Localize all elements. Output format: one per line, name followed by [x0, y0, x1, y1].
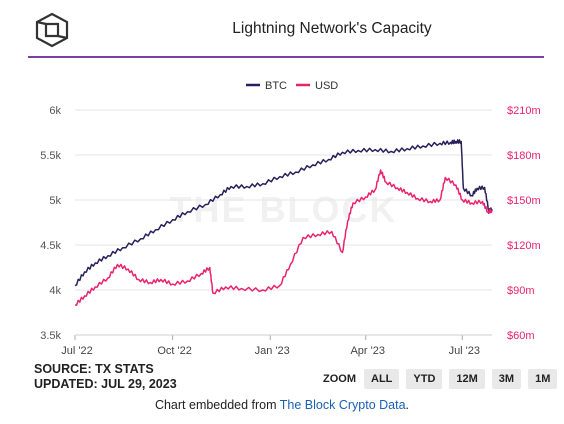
embed-text: Chart embedded from [154, 398, 277, 412]
chart-header: Lightning Network's Capacity [0, 0, 564, 58]
zoom-12m-button[interactable]: 12M [449, 369, 485, 389]
right-axis-tick-label: $180m [507, 150, 541, 162]
embed-end: . [405, 398, 410, 412]
source-note: SOURCE: TX STATS UPDATED: JUL 29, 2023 [34, 362, 177, 392]
the-block-data-link[interactable]: The Block Crypto Data [279, 398, 406, 412]
embed-note: Chart embedded from The Block Crypto Dat… [0, 398, 564, 412]
left-axis-tick-label: 4k [49, 285, 61, 297]
legend-label-btc: BTC [265, 80, 287, 92]
legend-label-usd: USD [315, 80, 338, 92]
right-axis-tick-label: $60m [507, 330, 535, 342]
zoom-all-button[interactable]: ALL [364, 369, 400, 389]
right-axis-tick-label: $90m [507, 285, 535, 297]
x-axis-tick-label: Oct '22 [157, 345, 192, 357]
left-axis-tick-label: 5k [49, 195, 61, 207]
left-axis-tick-label: 6k [49, 105, 61, 117]
x-axis-tick-label: Jul '23 [449, 345, 480, 357]
x-axis-tick-label: Apr '23 [350, 345, 385, 357]
zoom-ytd-button[interactable]: YTD [406, 369, 443, 389]
left-axis-tick-label: 4.5k [40, 240, 61, 252]
series-line-btc [74, 139, 493, 287]
header-divider [28, 56, 544, 58]
series-line-usd [74, 169, 493, 306]
right-axis-tick-label: $150m [507, 195, 541, 207]
chart-canvas: THE BLOCK 3.5k 4k 4.5k 5k 5.5k 6k $60m $90m $120m… [40, 80, 541, 357]
source-label: SOURCE: TX STATS [34, 362, 154, 376]
zoom-1m-button[interactable]: 1M [528, 369, 558, 389]
zoom-controls: ZOOM ALL YTD 12M 3M 1M [323, 369, 564, 389]
watermark: THE BLOCK [170, 189, 398, 230]
x-axis-tick-label: Jul '22 [61, 345, 92, 357]
right-axis-tick-label: $120m [507, 240, 541, 252]
the-block-cube-logo-icon [35, 12, 69, 48]
chart-title: Lightning Network's Capacity [232, 20, 432, 37]
left-axis-tick-label: 5.5k [40, 150, 61, 162]
x-axis-tick-label: Jan '23 [255, 345, 290, 357]
zoom-label: ZOOM [323, 373, 356, 385]
updated-label: UPDATED: JUL 29, 2023 [34, 377, 177, 391]
left-axis-tick-label: 3.5k [40, 330, 61, 342]
right-axis-tick-label: $210m [507, 105, 541, 117]
zoom-3m-button[interactable]: 3M [491, 369, 522, 389]
